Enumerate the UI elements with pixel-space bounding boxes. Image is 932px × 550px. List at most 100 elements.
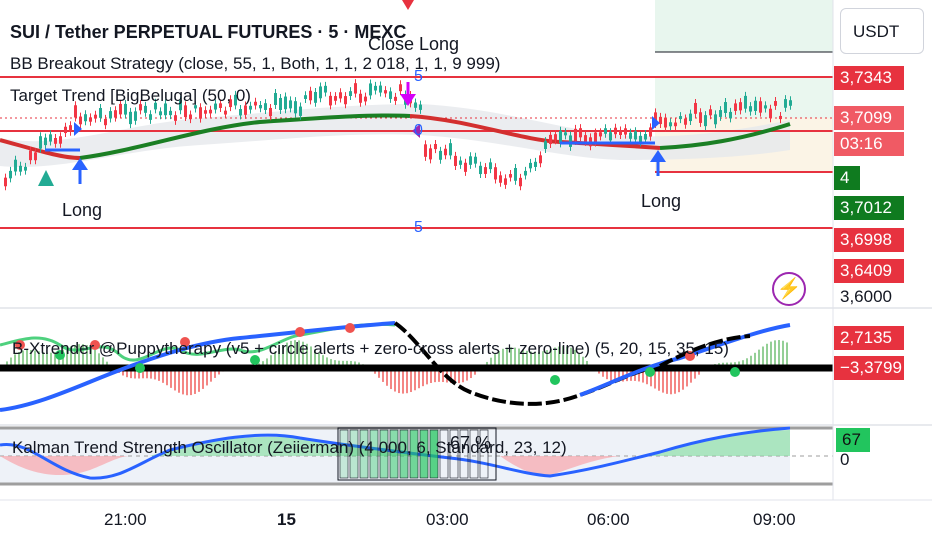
xtrender-bar [270, 355, 272, 368]
symbol-title[interactable]: SUI / Tether PERPETUAL FUTURES · 5 · MEX… [10, 22, 407, 42]
candle-body [94, 114, 97, 119]
xtrender-bar [294, 340, 296, 368]
xtrender-bar [282, 345, 284, 368]
candle-body [609, 132, 612, 141]
candle-body [544, 141, 547, 150]
xtrender-bar [214, 368, 216, 378]
candle-body [384, 90, 387, 94]
xtrender-dot [345, 323, 355, 333]
xtrender-pane-label[interactable]: B-Xtrender @Puppytherapy (v5 + circle al… [12, 339, 729, 358]
candle-body [749, 106, 752, 112]
xtrender-bar [298, 340, 300, 368]
xtrender-bar [526, 350, 528, 368]
currency-button[interactable]: USDT [840, 8, 924, 54]
candle-body [14, 159, 17, 172]
xtrender-bar [658, 368, 660, 391]
xtrender-line-black-right [659, 334, 751, 368]
indicator-bb-breakout-label[interactable]: BB Breakout Strategy (close, 55, 1, Both… [10, 54, 501, 73]
xtrender-bar [518, 348, 520, 368]
bolt-icon[interactable]: ⚡ [772, 272, 806, 306]
xtrender-bar [34, 350, 36, 368]
xtrender-bar [382, 368, 384, 382]
target-zone-top [655, 0, 833, 52]
xtrender-bar [542, 351, 544, 368]
candle-body [154, 102, 157, 110]
kalman-strength-box [379, 429, 389, 479]
xtrender-bar [158, 368, 160, 381]
candle-body [549, 134, 552, 145]
candle-body [664, 117, 667, 128]
candle-body [579, 128, 582, 138]
candle-body [434, 144, 437, 150]
candle-body [344, 96, 347, 105]
xtrender-bar [350, 360, 352, 368]
candle-body [639, 135, 642, 143]
candle-body [494, 167, 497, 180]
candle-body [279, 97, 282, 111]
price-label-lower-1: 3,6998 [834, 228, 904, 252]
time-label-0600: 06:00 [587, 510, 630, 529]
candle-body [289, 100, 292, 109]
band-number-bottom: 5 [414, 219, 423, 236]
entry-marker-1 [74, 122, 82, 136]
candle-body [284, 96, 287, 110]
candle-body [399, 84, 402, 92]
kalman-value: 67 [836, 428, 870, 452]
candle-body [319, 86, 322, 99]
xtrender-bar [390, 368, 392, 390]
xtrender-bar [170, 368, 172, 388]
candle-body [474, 156, 477, 164]
indicator-target-trend-label[interactable]: Target Trend [BigBeluga] (50, 0) [10, 86, 251, 105]
kalman-pane-label[interactable]: Kalman Trend Strength Oscillator (Zeiier… [12, 438, 567, 457]
kalman-strength-boxes [337, 427, 497, 481]
candle-body [714, 114, 717, 125]
candle-body [754, 100, 757, 111]
kalman-strength-box [409, 429, 419, 479]
xtrender-bar [86, 345, 88, 368]
xtrender-bar [754, 352, 756, 368]
xtrender-bar [326, 357, 328, 368]
xtrender-bar [194, 368, 196, 394]
xtrender-histogram [2, 340, 788, 396]
candle-body [539, 155, 542, 164]
candle-body [349, 91, 352, 96]
time-label-15: 15 [277, 510, 296, 529]
candle-body [34, 152, 37, 161]
xtrender-bar [322, 355, 324, 368]
xtrender-bar [50, 352, 52, 368]
xtrender-bar [638, 368, 640, 382]
candle-body [79, 116, 82, 125]
xtrender-bar [10, 357, 12, 368]
xtrender-bar [682, 368, 684, 390]
candle-body [719, 110, 722, 117]
candle-body [249, 105, 252, 110]
xtrender-bar [582, 356, 584, 368]
xtrender-bar [414, 368, 416, 391]
candle-body [709, 109, 712, 116]
candle-body [314, 91, 317, 103]
xtrender-bar [522, 349, 524, 368]
candle-body [469, 156, 472, 165]
candle-body [659, 116, 662, 125]
xtrender-bar [574, 349, 576, 368]
xtrender-bar [470, 368, 472, 379]
xtrender-bar [510, 347, 512, 368]
xtrender-bar [186, 368, 188, 396]
candle-body [109, 111, 112, 119]
xtrender-bar [746, 358, 748, 368]
candle-body [174, 115, 177, 121]
candle-body [224, 110, 227, 115]
xtrender-dot [550, 375, 560, 385]
candle-body [144, 105, 147, 113]
xtrender-bar [18, 351, 20, 368]
candle-body [744, 95, 747, 109]
candle-body [594, 132, 597, 143]
xtrender-bar [302, 341, 304, 368]
kalman-strength-box [359, 429, 369, 479]
kalman-strength-box [399, 429, 409, 479]
exit-marker [412, 124, 420, 138]
xtrender-bar [570, 347, 572, 368]
candle-body [129, 111, 132, 125]
candle-body [359, 93, 362, 103]
